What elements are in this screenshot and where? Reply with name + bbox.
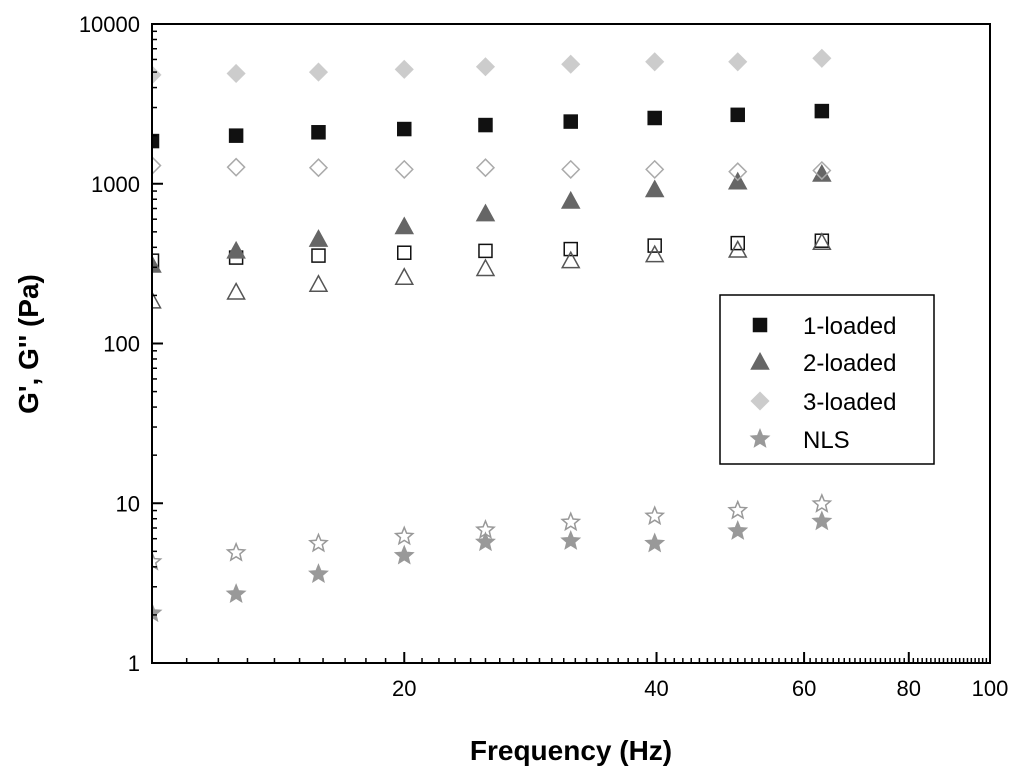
- legend-marker-1-loaded: [752, 317, 768, 333]
- data-point-nls-g-prime: [727, 520, 749, 540]
- legend-marker-3-loaded: [750, 391, 770, 411]
- data-point-3-loaded-g-prime: [308, 62, 329, 82]
- data-point-3-loaded-g-prime: [475, 57, 496, 77]
- legend-label-1-loaded: 1-loaded: [803, 313, 896, 340]
- data-point-series-7-g-double-prime: [560, 511, 582, 532]
- plot-frame: [151, 23, 991, 664]
- data-point-series-3-g-double-prime: [812, 232, 832, 251]
- data-point-series-5-g-double-prime: [308, 158, 329, 178]
- data-point-2-loaded-g-prime: [308, 229, 329, 247]
- data-point-series-1-g-double-prime: [730, 235, 745, 251]
- data-point-2-loaded-g-prime: [812, 163, 832, 182]
- data-point-series-3-g-double-prime: [644, 244, 665, 263]
- x-tick-label: 60: [792, 676, 816, 701]
- y-tick-label: 10000: [79, 12, 140, 37]
- x-tick-label: 20: [392, 676, 416, 701]
- data-point-series-7-g-double-prime: [225, 541, 247, 562]
- data-point-series-3-g-double-prime: [226, 281, 246, 300]
- data-point-1-loaded-g-prime: [563, 114, 578, 129]
- data-point-3-loaded-g-prime: [561, 54, 581, 74]
- legend-label-2-loaded: 2-loaded: [803, 350, 896, 377]
- data-point-2-loaded-g-prime: [394, 216, 415, 235]
- x-tick-label: 40: [644, 676, 668, 701]
- data-point-series-3-g-double-prime: [152, 290, 162, 309]
- data-point-series-1-g-double-prime: [647, 238, 662, 253]
- data-point-series-5-g-double-prime: [812, 160, 832, 181]
- data-point-nls-g-prime: [393, 544, 415, 565]
- data-point-nls-g-prime: [644, 532, 666, 553]
- data-point-2-loaded-g-prime: [152, 254, 162, 273]
- data-point-series-7-g-double-prime: [393, 525, 415, 546]
- data-point-nls-g-prime: [811, 510, 833, 531]
- data-point-2-loaded-g-prime: [560, 190, 581, 209]
- data-point-1-loaded-g-prime: [397, 121, 412, 137]
- data-point-3-loaded-g-prime: [812, 48, 832, 68]
- data-point-series-3-g-double-prime: [308, 274, 329, 292]
- data-point-series-7-g-double-prime: [475, 519, 496, 539]
- data-point-series-1-g-double-prime: [311, 248, 326, 263]
- data-point-series-1-g-double-prime: [563, 241, 578, 257]
- data-point-series-7-g-double-prime: [811, 492, 833, 513]
- data-point-3-loaded-g-prime: [728, 52, 748, 72]
- data-point-3-loaded-g-prime: [152, 65, 162, 85]
- data-point-2-loaded-g-prime: [475, 203, 496, 222]
- data-point-series-3-g-double-prime: [560, 250, 581, 269]
- data-point-series-7-g-double-prime: [308, 532, 329, 553]
- data-point-series-1-g-double-prime: [478, 243, 493, 259]
- y-tick-label: 1000: [91, 172, 140, 197]
- data-point-series-7-g-double-prime: [152, 550, 163, 571]
- data-point-series-5-g-double-prime: [226, 157, 246, 177]
- data-point-1-loaded-g-prime: [311, 125, 326, 140]
- data-point-series-5-g-double-prime: [728, 162, 748, 182]
- legend-label-nls: NLS: [803, 427, 850, 454]
- data-point-3-loaded-g-prime: [645, 52, 665, 72]
- data-point-series-7-g-double-prime: [727, 499, 749, 520]
- data-markers: [152, 48, 833, 623]
- data-point-series-5-g-double-prime: [475, 158, 496, 178]
- data-point-1-loaded-g-prime: [730, 107, 745, 123]
- x-tick-label: 80: [897, 676, 921, 701]
- x-axis-title: Frequency (Hz): [470, 735, 672, 766]
- data-point-series-1-g-double-prime: [397, 245, 412, 260]
- data-point-series-5-g-double-prime: [152, 155, 162, 176]
- data-point-nls-g-prime: [152, 602, 163, 623]
- data-point-1-loaded-g-prime: [152, 133, 160, 149]
- y-axis-title: G', G'' (Pa): [13, 274, 44, 414]
- legend-marker-nls: [749, 428, 771, 448]
- legend-label-3-loaded: 3-loaded: [803, 389, 896, 416]
- data-point-3-loaded-g-prime: [226, 63, 246, 84]
- data-point-1-loaded-g-prime: [814, 103, 830, 119]
- legend-markers: [749, 317, 771, 448]
- data-point-nls-g-prime: [475, 531, 496, 552]
- data-point-series-5-g-double-prime: [394, 159, 414, 179]
- data-point-nls-g-prime: [308, 563, 329, 584]
- data-point-series-3-g-double-prime: [727, 239, 748, 258]
- data-point-3-loaded-g-prime: [394, 59, 414, 79]
- y-tick-label: 1: [128, 651, 140, 676]
- data-point-series-7-g-double-prime: [644, 505, 666, 526]
- y-tick-label: 100: [103, 332, 140, 357]
- data-point-series-3-g-double-prime: [394, 267, 415, 285]
- data-point-2-loaded-g-prime: [644, 179, 665, 198]
- y-tick-label: 10: [116, 491, 140, 516]
- data-point-2-loaded-g-prime: [226, 240, 246, 259]
- data-point-1-loaded-g-prime: [478, 117, 493, 133]
- legend-marker-2-loaded: [750, 351, 770, 370]
- data-point-1-loaded-g-prime: [647, 110, 662, 126]
- data-point-nls-g-prime: [560, 530, 582, 550]
- data-point-series-1-g-double-prime: [152, 253, 160, 268]
- legend: 1-loaded 2-loaded 3-loaded NLS: [719, 294, 935, 465]
- data-point-nls-g-prime: [225, 583, 247, 603]
- data-point-series-5-g-double-prime: [645, 159, 665, 179]
- data-point-1-loaded-g-prime: [228, 128, 244, 143]
- data-point-series-3-g-double-prime: [475, 258, 496, 277]
- data-point-series-5-g-double-prime: [561, 159, 581, 179]
- x-tick-label: 100: [972, 676, 1009, 701]
